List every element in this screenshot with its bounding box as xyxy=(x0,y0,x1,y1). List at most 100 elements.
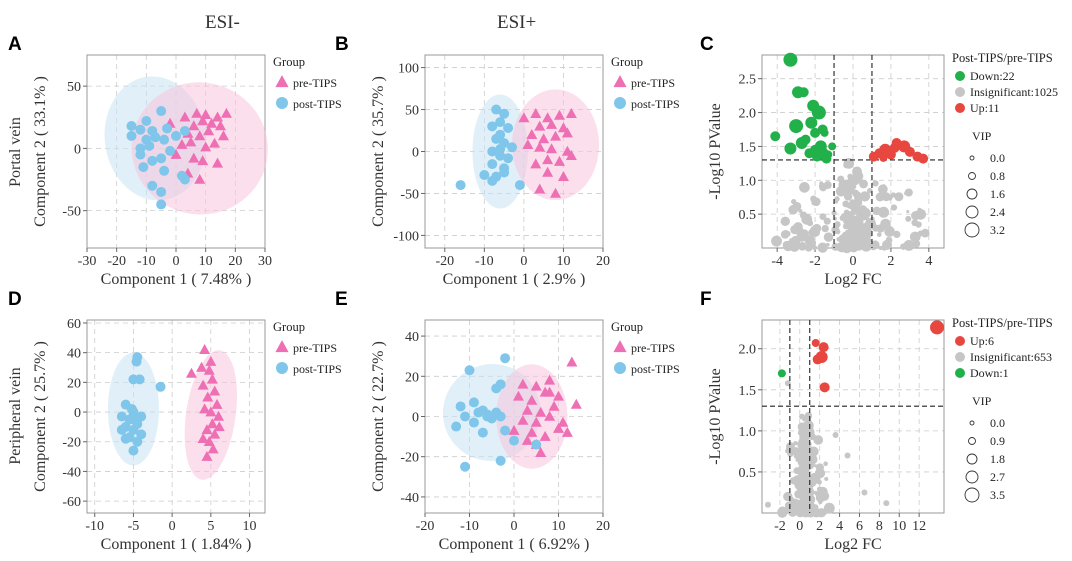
insignificant-point xyxy=(893,230,901,239)
insignificant-point xyxy=(804,461,810,467)
legend-swatch xyxy=(955,103,965,113)
insignificant-point xyxy=(804,413,812,422)
x-tick-label: -2 xyxy=(809,254,821,269)
pre-tips-point xyxy=(539,430,551,441)
post-tips-point xyxy=(147,155,158,166)
confidence-ellipse-pre-tips xyxy=(131,82,268,215)
insignificant-point xyxy=(848,215,859,226)
insignificant-point xyxy=(821,224,829,233)
post-tips-point xyxy=(507,142,518,153)
insignificant-point xyxy=(831,225,840,234)
legend-label: pre-TIPS xyxy=(293,341,337,355)
post-tips-point xyxy=(455,180,466,191)
insignificant-point xyxy=(806,441,812,447)
post-tips-point xyxy=(495,143,506,154)
y-axis-label: Component 2 ( 22.7% ) xyxy=(370,341,387,492)
x-tick-label: 10 xyxy=(199,254,213,269)
insignificant-point xyxy=(834,199,839,204)
series-down xyxy=(770,52,837,164)
x-axis-label: Component 1 ( 7.48% ) xyxy=(101,271,252,288)
post-tips-point xyxy=(162,123,173,134)
y-tick-label: -60 xyxy=(62,495,81,510)
y-tick-label: 0 xyxy=(74,142,81,157)
post-tips-point xyxy=(495,117,506,128)
pre-tips-point xyxy=(521,434,533,445)
insignificant-point xyxy=(791,447,801,456)
panel-letter: D xyxy=(8,289,22,310)
post-tips-point xyxy=(159,165,170,176)
pre-tips-point xyxy=(200,141,212,152)
pre-tips-point xyxy=(518,112,530,123)
pre-tips-point xyxy=(512,390,524,401)
header-esi-plus: ESI+ xyxy=(497,12,537,33)
post-tips-point xyxy=(126,120,137,131)
down-point xyxy=(811,105,826,120)
post-tips-point xyxy=(138,162,149,173)
post-tips-point xyxy=(132,436,143,447)
up-point xyxy=(930,320,945,335)
x-tick-label: 5 xyxy=(207,519,214,534)
insignificant-point xyxy=(909,231,921,243)
x-tick-label: -10 xyxy=(475,254,494,269)
pre-tips-point xyxy=(534,141,546,152)
legend-label: post-TIPS xyxy=(631,97,680,111)
vip-size-marker xyxy=(965,205,979,219)
vip-size-marker xyxy=(964,487,980,503)
legend-swatch-triangle xyxy=(275,75,289,88)
y-tick-label: 40 xyxy=(405,330,419,345)
pre-tips-point xyxy=(205,406,217,417)
y-tick-label: -50 xyxy=(400,187,419,202)
pre-tips-point xyxy=(553,390,564,401)
insignificant-point xyxy=(856,177,863,183)
insignificant-point xyxy=(890,204,898,211)
confidence-ellipse-pre-tips xyxy=(496,364,568,469)
insignificant-point xyxy=(815,463,824,472)
x-tick-label: -2 xyxy=(774,519,786,534)
pre-tips-point xyxy=(521,404,533,415)
pre-tips-point xyxy=(530,108,542,119)
legend-label: pre-TIPS xyxy=(631,76,675,90)
legend: Group pre-TIPS post-TIPS xyxy=(611,55,680,111)
panel-letter: F xyxy=(700,289,712,310)
vip-label: 0.0 xyxy=(990,416,1005,430)
y-tick-label: 2.0 xyxy=(739,107,757,122)
up-point xyxy=(918,153,929,164)
x-tick-label: 20 xyxy=(596,519,610,534)
insignificant-point xyxy=(794,482,802,490)
up-point xyxy=(879,153,888,162)
x-tick-label: 4 xyxy=(925,254,932,269)
post-tips-point xyxy=(468,397,479,408)
row-label-portal: Portal vein xyxy=(7,117,24,187)
insignificant-point xyxy=(851,184,857,190)
series-up xyxy=(811,320,945,393)
post-tips-point xyxy=(171,130,181,141)
post-tips-point xyxy=(155,381,166,392)
insignificant-point xyxy=(858,206,863,211)
legend-label: Down:1 xyxy=(970,366,1009,380)
post-tips-point xyxy=(116,424,127,435)
insignificant-point xyxy=(788,204,799,215)
pre-tips-point xyxy=(211,398,223,409)
y-tick-label: 1.5 xyxy=(739,140,757,155)
post-tips-point xyxy=(499,108,510,119)
insignificant-point xyxy=(764,501,771,508)
panel-letter: A xyxy=(8,34,22,55)
pre-tips-point xyxy=(565,108,577,119)
y-tick-label: -20 xyxy=(62,436,81,451)
down-point xyxy=(789,119,804,134)
down-point xyxy=(804,148,815,159)
pre-tips-point xyxy=(209,137,221,148)
x-tick-label: -4 xyxy=(771,254,783,269)
x-axis-label: Log2 FC xyxy=(824,536,881,553)
x-tick-label: -30 xyxy=(78,254,97,269)
insignificant-point xyxy=(840,213,847,220)
insignificant-point xyxy=(806,425,812,431)
insignificant-point xyxy=(832,431,839,438)
post-tips-point xyxy=(150,132,161,143)
legend-swatch-circle xyxy=(276,97,288,109)
insignificant-point xyxy=(771,235,782,247)
down-point xyxy=(805,116,818,129)
legend-swatch-triangle xyxy=(613,340,627,353)
